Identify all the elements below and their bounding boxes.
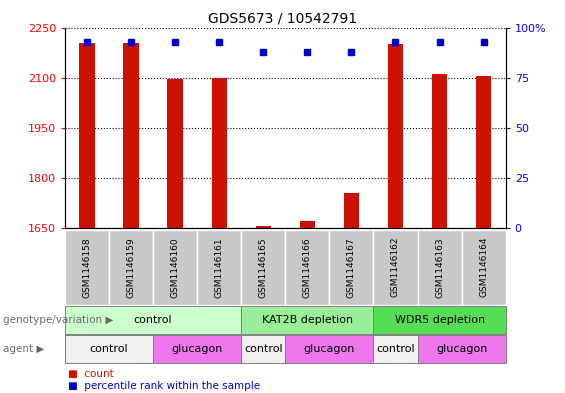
Text: agent ▶: agent ▶ [3, 344, 44, 354]
Text: KAT2B depletion: KAT2B depletion [262, 315, 353, 325]
Text: GSM1146159: GSM1146159 [127, 237, 136, 298]
Text: GSM1146166: GSM1146166 [303, 237, 312, 298]
Text: GSM1146161: GSM1146161 [215, 237, 224, 298]
Text: ■  count: ■ count [68, 369, 114, 378]
Text: GSM1146165: GSM1146165 [259, 237, 268, 298]
Text: GSM1146164: GSM1146164 [479, 237, 488, 298]
Text: glucagon: glucagon [436, 344, 487, 354]
Text: ■  percentile rank within the sample: ■ percentile rank within the sample [68, 381, 260, 391]
Text: control: control [376, 344, 415, 354]
Text: glucagon: glucagon [172, 344, 223, 354]
Bar [167, 79, 183, 228]
Bar [123, 42, 139, 228]
Bar [476, 76, 492, 228]
Bar [344, 193, 359, 228]
Text: GSM1146167: GSM1146167 [347, 237, 356, 298]
Text: GSM1146158: GSM1146158 [82, 237, 92, 298]
Bar [79, 42, 95, 228]
Bar [432, 74, 447, 228]
Bar [388, 44, 403, 228]
Text: control: control [134, 315, 172, 325]
Text: GSM1146163: GSM1146163 [435, 237, 444, 298]
Text: GSM1146160: GSM1146160 [171, 237, 180, 298]
Bar [211, 78, 227, 228]
Text: glucagon: glucagon [304, 344, 355, 354]
Text: GDS5673 / 10542791: GDS5673 / 10542791 [208, 12, 357, 26]
Text: WDR5 depletion: WDR5 depletion [394, 315, 485, 325]
Bar [255, 226, 271, 228]
Bar [299, 221, 315, 228]
Text: control: control [244, 344, 282, 354]
Text: GSM1146162: GSM1146162 [391, 237, 400, 298]
Text: genotype/variation ▶: genotype/variation ▶ [3, 315, 113, 325]
Text: control: control [90, 344, 128, 354]
